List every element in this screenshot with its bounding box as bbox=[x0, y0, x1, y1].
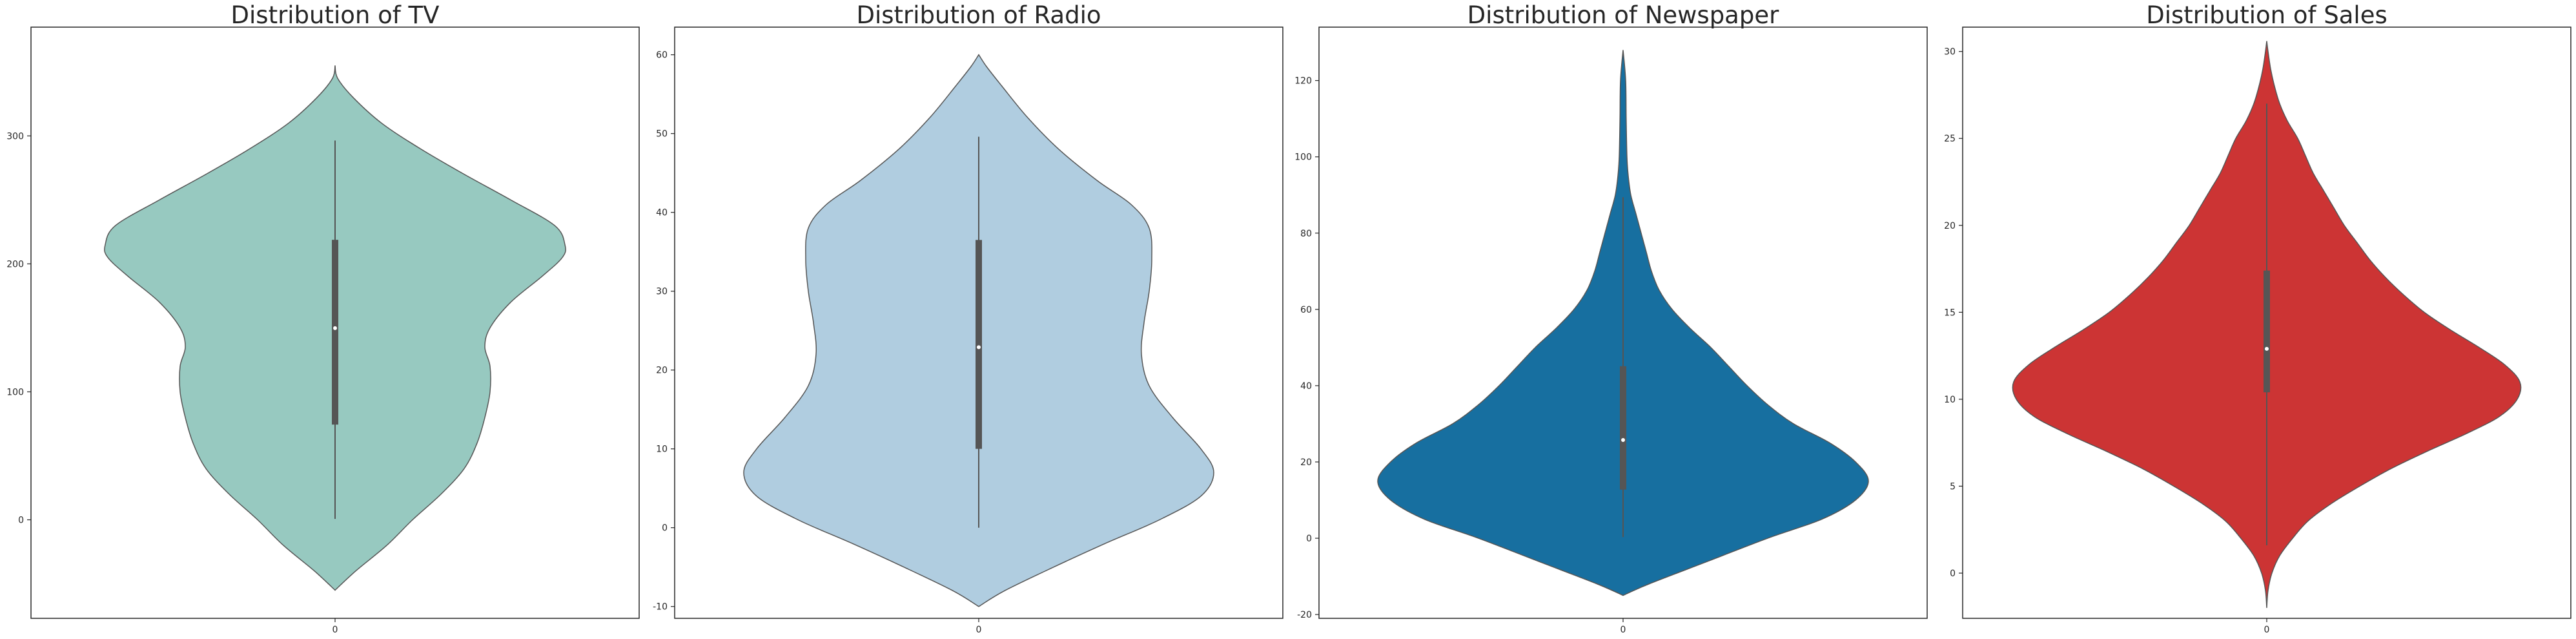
violin-iqr-box bbox=[2264, 270, 2270, 393]
violin-iqr-box bbox=[976, 240, 982, 449]
violin-iqr-box bbox=[1620, 366, 1626, 490]
y-tick-label: 30 bbox=[656, 287, 668, 297]
y-tick-label: 5 bbox=[1950, 481, 1956, 492]
y-tick-label: 0 bbox=[1306, 534, 1312, 544]
x-tick-label: 0 bbox=[976, 625, 982, 635]
y-tick-label: 100 bbox=[1294, 152, 1312, 163]
chart-title: Distribution of TV bbox=[231, 1, 440, 29]
y-tick-label: 0 bbox=[18, 516, 24, 526]
y-tick-label: 100 bbox=[6, 387, 24, 397]
chart-panel-2: Distribution of Newspaper -20 0 20 40 60 80 100… bbox=[1294, 1, 1928, 635]
y-tick-label: 80 bbox=[1300, 229, 1312, 239]
y-tick-label: 30 bbox=[1944, 47, 1956, 58]
y-tick-label: 60 bbox=[656, 50, 668, 61]
x-tick-label: 0 bbox=[2264, 625, 2270, 635]
chart-title: Distribution of Newspaper bbox=[1467, 1, 1779, 29]
y-tick-label: 0 bbox=[662, 523, 668, 534]
y-tick-label: 15 bbox=[1944, 308, 1956, 318]
y-tick-label: 200 bbox=[6, 259, 24, 269]
y-tick-label: 20 bbox=[1300, 457, 1312, 468]
y-tick-label: 60 bbox=[1300, 305, 1312, 315]
y-tick-label: -20 bbox=[1297, 610, 1312, 620]
y-tick-label: 50 bbox=[656, 129, 668, 140]
y-tick-label: 300 bbox=[6, 131, 24, 141]
violin-iqr-box bbox=[332, 240, 338, 425]
violin-median bbox=[2265, 346, 2269, 351]
chart-panel-3: Distribution of Sales 0 5 10 15 20 25 30 0 bbox=[1944, 1, 2571, 635]
y-tick-label: 40 bbox=[1300, 381, 1312, 392]
y-tick-label: 20 bbox=[1944, 221, 1956, 231]
y-tick-label: 120 bbox=[1294, 76, 1312, 87]
chart-title: Distribution of Radio bbox=[856, 1, 1101, 29]
chart-panel-1: Distribution of Radio -10 0 10 20 30 40 50 60 0 bbox=[653, 1, 1283, 635]
x-tick-label: 0 bbox=[332, 625, 338, 635]
y-tick-label: 25 bbox=[1944, 134, 1956, 144]
violin-median bbox=[1621, 438, 1625, 443]
x-tick-label: 0 bbox=[1620, 625, 1626, 635]
y-tick-label: 20 bbox=[656, 366, 668, 376]
chart-panel-0: Distribution of TV 0 100 200 300 0 bbox=[6, 1, 640, 635]
y-tick-label: 0 bbox=[1950, 569, 1956, 579]
y-tick-label: 40 bbox=[656, 208, 668, 218]
violin-median bbox=[977, 345, 981, 350]
chart-title: Distribution of Sales bbox=[2146, 1, 2387, 29]
y-tick-label: -10 bbox=[653, 602, 668, 613]
violin-median bbox=[333, 326, 337, 330]
y-tick-label: 10 bbox=[1944, 395, 1956, 405]
y-tick-label: 10 bbox=[656, 445, 668, 455]
